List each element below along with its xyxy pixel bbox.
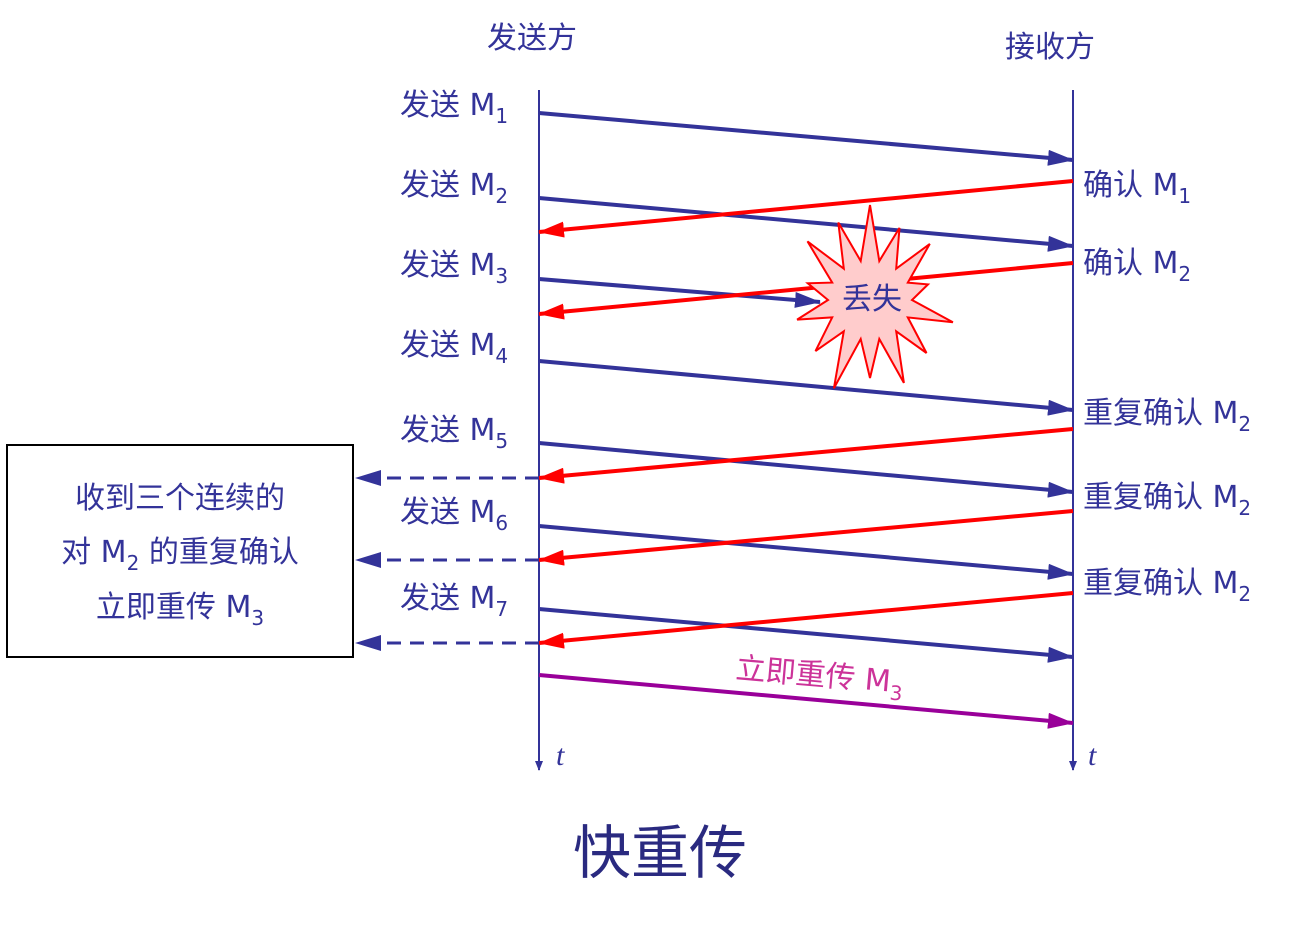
send-arrow (538, 111, 1074, 166)
send-label: 发送 M6 (400, 495, 508, 535)
time-label: t (1088, 739, 1097, 772)
send-sub: 3 (495, 264, 508, 288)
retransmit-arrow (538, 673, 1074, 729)
note-box (6, 444, 354, 658)
send-text: 发送 M (400, 168, 495, 203)
ack-text: 重复确认 M (1083, 480, 1238, 515)
ack-label: 重复确认 M2 (1083, 480, 1251, 520)
send-label: 发送 M5 (400, 413, 508, 453)
send-text: 发送 M (400, 248, 495, 283)
ack-sub: 2 (1238, 412, 1251, 436)
ack-arrow (538, 261, 1074, 320)
send-text: 发送 M (400, 495, 495, 530)
ack-label: 确认 M1 (1083, 168, 1191, 208)
ack-arrow (538, 179, 1074, 238)
send-text: 发送 M (400, 88, 495, 123)
send-label: 发送 M2 (400, 168, 508, 208)
send-sub: 5 (495, 429, 508, 453)
send-arrow (538, 441, 1074, 498)
ack-label: 重复确认 M2 (1083, 566, 1251, 606)
send-text: 发送 M (400, 413, 495, 448)
note-line: 收到三个连续的 (75, 481, 285, 516)
ack-arrow (538, 591, 1074, 649)
ack-sub: 2 (1238, 582, 1251, 606)
note-text: 对 M (61, 535, 126, 570)
note-line: 对 M2 的重复确认 (61, 535, 299, 575)
ack-label: 重复确认 M2 (1083, 396, 1251, 436)
ack-text: 重复确认 M (1083, 396, 1238, 431)
note-sub: 2 (127, 551, 140, 575)
send-text: 发送 M (400, 328, 495, 363)
send-label: 发送 M3 (400, 248, 508, 288)
ack-label: 确认 M2 (1083, 246, 1191, 286)
note-sub: 3 (251, 606, 264, 630)
note-text: 立即重传 M (96, 590, 251, 625)
lost-label: 丢失 (842, 282, 902, 317)
send-sub: 7 (495, 597, 508, 621)
send-sub: 6 (495, 511, 508, 535)
receiver-header: 接收方 (1005, 30, 1095, 65)
send-arrow (538, 524, 1074, 580)
loss-burst (796, 204, 954, 389)
ack-arrow (538, 509, 1074, 566)
send-arrow (538, 196, 1074, 252)
ack-arrow (538, 427, 1074, 484)
retransmit-sub: 3 (889, 681, 904, 706)
arrows (355, 111, 1074, 729)
note-line: 立即重传 M3 (96, 590, 264, 630)
title: 快重传 (573, 819, 747, 887)
ack-sub: 2 (1178, 262, 1191, 286)
send-arrow (538, 607, 1074, 663)
send-sub: 4 (495, 344, 508, 368)
sender-header: 发送方 (487, 21, 577, 56)
send-sub: 2 (495, 184, 508, 208)
send-label: 发送 M1 (400, 88, 508, 128)
send-arrow (538, 359, 1074, 416)
send-label: 发送 M4 (400, 328, 508, 368)
ack-text: 确认 M (1083, 168, 1178, 203)
send-text: 发送 M (400, 581, 495, 616)
retransmit-text: 立即重传 M (734, 651, 892, 699)
ack-sub: 1 (1178, 184, 1191, 208)
ack-text: 确认 M (1083, 246, 1178, 281)
send-sub: 1 (495, 104, 508, 128)
ack-sub: 2 (1238, 496, 1251, 520)
time-label: t (556, 739, 565, 772)
send-label: 发送 M7 (400, 581, 508, 621)
note-text: 的重复确认 (139, 535, 299, 570)
retransmit-label: 立即重传 M3 (734, 651, 905, 706)
send-arrow (538, 277, 821, 308)
ack-text: 重复确认 M (1083, 566, 1238, 601)
